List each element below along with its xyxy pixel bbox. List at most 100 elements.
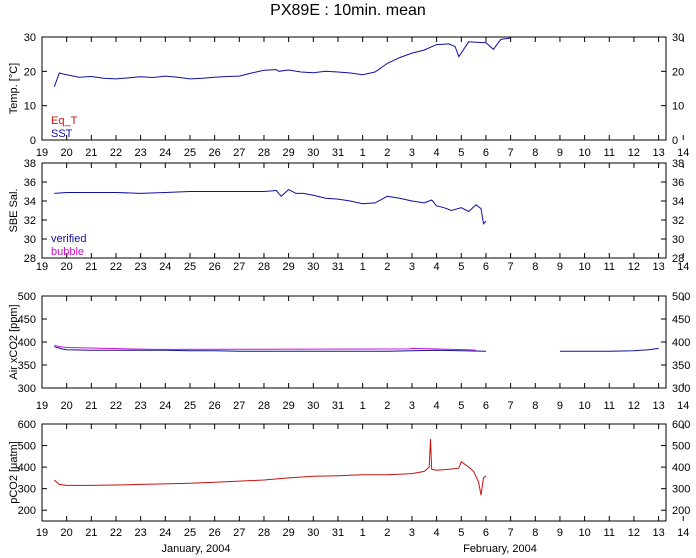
y-tick-label: 350 (18, 360, 36, 372)
y-tick-label-right: 400 (672, 337, 690, 349)
x-tick-label: 26 (209, 400, 221, 412)
x-tick-label: 7 (508, 261, 514, 273)
x-tick-label: 26 (209, 147, 221, 159)
series-line-3-1 (54, 346, 487, 352)
month-label-february: February, 2004 (463, 543, 537, 555)
x-tick-label: 3 (409, 527, 415, 539)
y-tick-label-right: 32 (672, 215, 684, 227)
y-tick-label: 400 (18, 462, 36, 474)
x-tick-label: 4 (434, 527, 440, 539)
x-tick-label: 4 (434, 147, 440, 159)
series-line-3-3 (54, 344, 477, 351)
x-tick-label: 11 (604, 400, 615, 412)
y-tick-label: 600 (18, 419, 36, 431)
x-tick-label: 1 (360, 147, 366, 159)
x-tick-label: 25 (184, 147, 196, 159)
y-tick-label: 300 (18, 484, 36, 496)
y-tick-label: 28 (24, 253, 36, 265)
y-tick-label-right: 600 (672, 419, 690, 431)
x-tick-label: 22 (110, 147, 122, 159)
x-tick-label: 3 (409, 261, 415, 273)
plot-frame (41, 36, 667, 141)
x-tick-label: 1 (360, 400, 366, 412)
x-tick-label: 20 (61, 400, 73, 412)
x-tick-label: 6 (483, 147, 489, 159)
x-tick-label: 13 (652, 400, 664, 412)
x-tick-label: 11 (604, 261, 615, 273)
x-tick-label: 2 (384, 400, 390, 412)
x-tick-label: 10 (578, 261, 590, 273)
x-tick-label: 19 (36, 147, 48, 159)
y-tick-label-right: 20 (672, 66, 684, 78)
x-tick-label: 29 (283, 147, 295, 159)
x-tick-label: 19 (36, 527, 48, 539)
y-tick-label: 500 (18, 291, 36, 303)
y-tick-label-right: 500 (672, 441, 690, 453)
y-tick-label: 36 (24, 177, 36, 189)
y-tick-label-right: 0 (672, 135, 678, 147)
x-tick-label: 2 (384, 261, 390, 273)
x-tick-label: 31 (332, 147, 344, 159)
x-tick-label: 13 (652, 147, 664, 159)
y-tick-label: 0 (30, 135, 36, 147)
x-tick-label: 9 (557, 147, 563, 159)
x-tick-label: 11 (604, 147, 615, 159)
y-tick-label-right: 300 (672, 383, 690, 395)
x-tick-label: 20 (61, 261, 73, 273)
y-tick-label: 450 (18, 314, 36, 326)
x-tick-label: 27 (233, 527, 245, 539)
y-tick-label: 32 (24, 215, 36, 227)
x-tick-label: 3 (409, 147, 415, 159)
x-tick-label: 10 (578, 147, 590, 159)
x-tick-label: 19 (36, 400, 48, 412)
x-tick-label: 29 (283, 400, 295, 412)
x-tick-label: 12 (628, 527, 640, 539)
y-tick-label: 30 (24, 32, 36, 44)
y-tick-label: 38 (24, 158, 36, 170)
x-tick-label: 14 (677, 527, 689, 539)
x-tick-label: 20 (61, 527, 73, 539)
x-tick-label: 28 (258, 147, 270, 159)
legend-entry: Eq_T (51, 115, 78, 127)
x-tick-label: 20 (61, 147, 73, 159)
y-tick-label-right: 36 (672, 177, 684, 189)
x-tick-label: 28 (258, 527, 270, 539)
x-tick-label: 31 (332, 261, 344, 273)
y-axis-label: SBE Sal. (8, 188, 20, 232)
x-tick-label: 21 (85, 527, 97, 539)
x-tick-label: 9 (557, 261, 563, 273)
x-tick-label: 1 (360, 527, 366, 539)
x-tick-label: 29 (283, 261, 295, 273)
x-tick-label: 26 (209, 527, 221, 539)
x-tick-label: 21 (85, 400, 97, 412)
series-line-3-2 (559, 347, 659, 352)
y-tick-label-right: 30 (672, 234, 684, 246)
x-tick-label: 24 (159, 527, 171, 539)
x-tick-label: 5 (458, 527, 464, 539)
x-tick-label: 25 (184, 527, 196, 539)
x-tick-label: 23 (135, 261, 147, 273)
plot-frame (41, 423, 667, 522)
x-tick-label: 2 (384, 527, 390, 539)
x-tick-label: 23 (135, 527, 147, 539)
series-line-1-2 (53, 37, 511, 87)
x-tick-label: 1 (360, 261, 366, 273)
x-tick-label: 25 (184, 261, 196, 273)
legend-entry: verified (51, 233, 86, 245)
x-tick-label: 27 (233, 400, 245, 412)
x-tick-label: 8 (532, 147, 538, 159)
x-tick-label: 31 (332, 527, 344, 539)
y-tick-label-right: 38 (672, 158, 684, 170)
x-tick-label: 22 (110, 527, 122, 539)
y-tick-label: 20 (24, 66, 36, 78)
x-tick-label: 23 (135, 147, 147, 159)
x-tick-label: 6 (483, 400, 489, 412)
x-tick-label: 12 (628, 261, 640, 273)
y-tick-label: 200 (18, 505, 36, 517)
x-tick-label: 2 (384, 147, 390, 159)
